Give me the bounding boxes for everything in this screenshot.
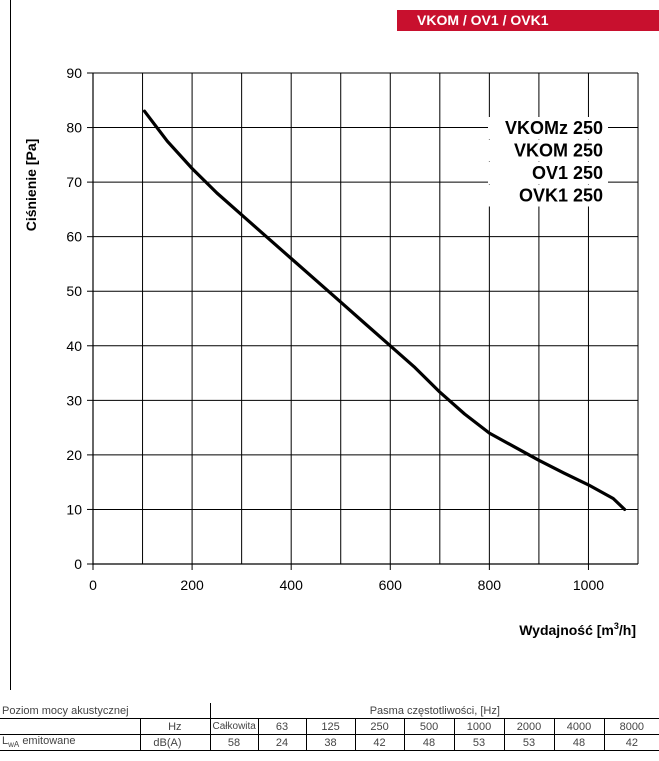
model-label: OV1 250 (532, 163, 603, 183)
dba-label: dB(A) (139, 734, 211, 751)
band-500: 500 (403, 718, 455, 735)
x-axis-label: Wydajność [m3/h] (519, 621, 636, 638)
model-label: VKOM 250 (514, 141, 603, 161)
model-label-bg (488, 184, 608, 207)
series-badge: VKOM / OV1 / OVK1 (397, 10, 659, 31)
x-tick-label: 200 (180, 577, 204, 593)
acoustic-title: Poziom mocy akustycznej (0, 703, 211, 719)
band-125: 125 (305, 718, 356, 735)
y-tick-label: 20 (66, 447, 82, 463)
model-label-bg (488, 117, 608, 139)
y-tick-label: 80 (66, 120, 82, 136)
chart-ticks: 0 10 20 30 40 50 60 70 80 90 0 200 400 600 800 1000 (66, 65, 604, 593)
band-1000: 1000 (453, 718, 505, 735)
x-tick-label: 600 (379, 577, 403, 593)
y-tick-label: 10 (66, 501, 82, 517)
value-250: 42 (354, 734, 405, 751)
x-tick-label: 800 (478, 577, 502, 593)
y-tick-label: 50 (66, 283, 82, 299)
band-8000: 8000 (603, 718, 659, 735)
chart-axes (92, 73, 638, 565)
hz-label: Hz (139, 718, 211, 735)
y-tick-label: 40 (66, 338, 82, 354)
bands-title: Pasma częstotliwości, [Hz] (209, 703, 659, 719)
total-value: 58 (209, 734, 259, 751)
value-1000: 53 (453, 734, 505, 751)
x-tick-label: 400 (280, 577, 304, 593)
value-500: 48 (403, 734, 455, 751)
x-tick-label: 0 (89, 577, 97, 593)
value-63: 24 (257, 734, 307, 751)
chart-grid (93, 72, 639, 564)
model-label: OVK1 250 (519, 186, 603, 206)
empty-cell (0, 718, 141, 735)
value-8000: 42 (603, 734, 659, 751)
x-tick-label: 1000 (573, 577, 604, 593)
frame-left-line (10, 0, 11, 690)
chart-series (142, 109, 627, 511)
y-tick-label: 0 (74, 556, 82, 572)
value-2000: 53 (503, 734, 555, 751)
performance-chart: 0 10 20 30 40 50 60 70 80 90 0 200 400 600 800 1000 Ciś… (23, 65, 639, 638)
series-line (142, 109, 627, 511)
model-label-bg (488, 139, 608, 162)
band-2000: 2000 (503, 718, 555, 735)
band-4000: 4000 (553, 718, 605, 735)
y-tick-label: 60 (66, 229, 82, 245)
y-tick-label: 90 (66, 65, 82, 81)
total-label: Całkowita (209, 718, 259, 735)
value-125: 38 (305, 734, 356, 751)
band-250: 250 (354, 718, 405, 735)
y-tick-label: 30 (66, 392, 82, 408)
lwa-label: LwA emitowane (0, 734, 141, 751)
acoustic-table: Poziom mocy akustycznej Pasma częstotliw… (0, 703, 659, 751)
band-63: 63 (257, 718, 307, 735)
model-label-bg (488, 162, 608, 184)
y-axis-label: Ciśnienie [Pa] (23, 139, 39, 232)
y-tick-label: 70 (66, 174, 82, 190)
value-4000: 48 (553, 734, 605, 751)
model-label: VKOMz 250 (505, 118, 603, 138)
